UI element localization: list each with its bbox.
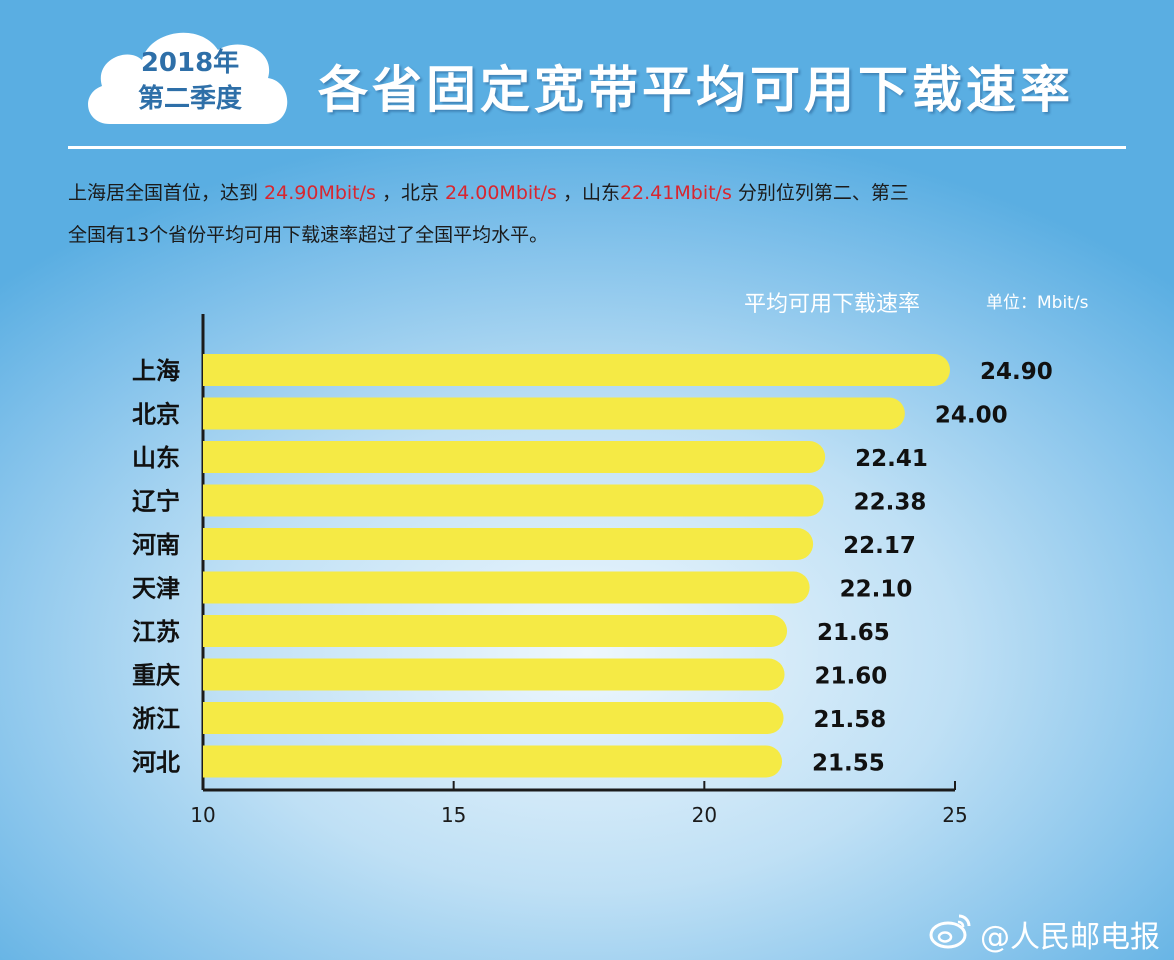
value-label: 24.90 [980, 359, 1053, 385]
value-label: 22.17 [843, 533, 916, 559]
bar [203, 571, 810, 604]
bar [203, 658, 785, 691]
bar-square-start [203, 745, 219, 778]
category-label: 河南 [132, 531, 180, 559]
category-label: 重庆 [132, 662, 180, 690]
desc-text-2: ，北京 [375, 182, 446, 204]
desc-text-1: 上海居全国首位，达到 [68, 182, 265, 204]
bar [203, 484, 824, 517]
bar [203, 745, 783, 778]
category-label: 上海 [132, 357, 180, 385]
desc-text-4: 分别位列第二、第三 [731, 182, 909, 204]
value-label: 22.10 [840, 577, 913, 603]
bar-square-start [203, 658, 219, 691]
bar-square-start [203, 397, 219, 430]
bar [203, 615, 788, 647]
cloud-badge-shape [88, 32, 288, 125]
weibo-icon [929, 914, 971, 949]
desc-text-3: ，山东 [556, 182, 620, 204]
value-label: 21.55 [812, 751, 885, 777]
bar [203, 441, 826, 473]
value-label: 22.38 [854, 490, 927, 516]
bar-square-start [203, 615, 219, 647]
chart-unit-label: 单位：Mbit/s [986, 293, 1089, 313]
badge-quarter: 第二季度 [137, 84, 242, 114]
category-label: 浙江 [132, 705, 180, 733]
category-label: 山东 [132, 444, 180, 472]
value-label: 21.65 [817, 620, 890, 646]
description-line-1: 上海居全国首位，达到 24.90Mbit/s ，北京 24.00Mbit/s ，… [68, 178, 909, 205]
category-label: 河北 [132, 749, 180, 777]
value-label: 21.60 [815, 664, 888, 690]
desc-highlight-beijing: 24.00Mbit/s [445, 182, 557, 204]
description-line-2: 全国有13个省份平均可用下载速率超过了全国平均水平。 [68, 224, 549, 246]
bar [203, 702, 784, 734]
bar-square-start [203, 484, 219, 517]
category-label: 江苏 [132, 618, 180, 646]
x-tick-label: 15 [441, 803, 466, 827]
value-label: 24.00 [935, 403, 1008, 429]
desc-highlight-shandong: 22.41Mbit/s [619, 182, 732, 204]
title-divider [68, 146, 1126, 149]
bar [203, 354, 950, 386]
category-label: 北京 [132, 401, 180, 429]
bar [203, 528, 814, 560]
x-tick-label: 20 [692, 803, 717, 827]
bar-square-start [203, 441, 219, 473]
category-label: 天津 [132, 575, 180, 603]
x-tick-label: 10 [190, 803, 215, 827]
desc-highlight-shanghai: 24.90Mbit/s [264, 182, 376, 204]
bar-square-start [203, 571, 219, 604]
value-label: 22.41 [855, 446, 928, 472]
chart-title: 平均可用下载速率 [744, 292, 921, 317]
x-tick-label: 25 [942, 803, 967, 827]
watermark-text: @人民邮电报 [980, 920, 1160, 955]
bar-square-start [203, 354, 219, 386]
bar-square-start [203, 528, 219, 560]
page-title: 各省固定宽带平均可用下载速率 [318, 61, 1074, 119]
bar [203, 397, 905, 430]
badge-year: 2018年 [140, 48, 240, 78]
category-label: 辽宁 [132, 488, 180, 516]
bar-square-start [203, 702, 219, 734]
value-label: 21.58 [814, 707, 887, 733]
